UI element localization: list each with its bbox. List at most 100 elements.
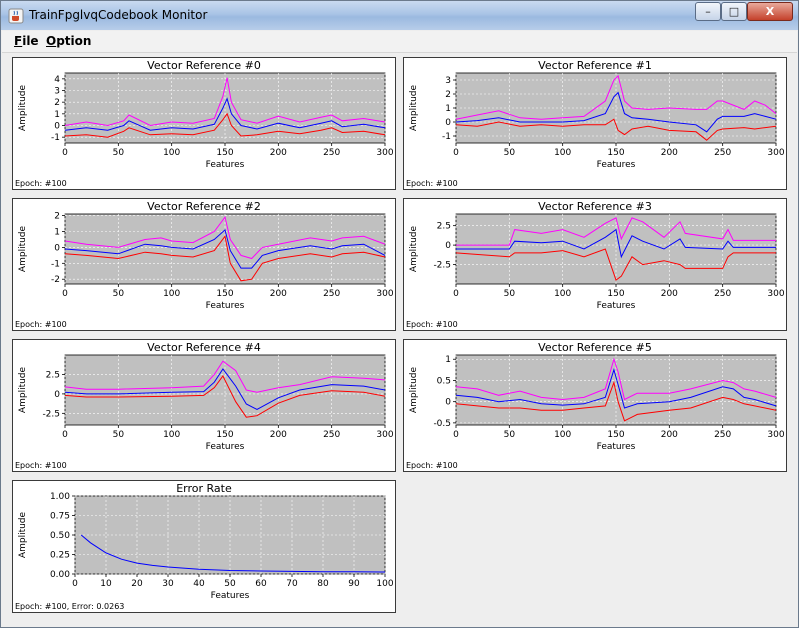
close-button[interactable]: X <box>747 2 793 21</box>
y-tick-label: 0.25 <box>50 551 70 561</box>
x-axis-label: Features <box>206 442 245 452</box>
maximize-button[interactable]: □ <box>721 2 747 21</box>
x-tick-label: 50 <box>224 579 236 589</box>
x-tick-label: 150 <box>216 430 233 440</box>
menu-file-mnemonic: F <box>14 34 23 48</box>
x-tick-label: 30 <box>162 579 174 589</box>
y-tick-label: -1 <box>51 133 60 143</box>
x-tick-label: 250 <box>714 148 731 158</box>
menu-bar: File Option <box>2 31 797 53</box>
x-tick-label: 20 <box>131 579 143 589</box>
x-tick-label: 0 <box>453 430 459 440</box>
chart-vector-1: 0 50 100 150 200 250 300-10123FeaturesAmplitud… <box>409 72 785 170</box>
y-tick-label: 2 <box>445 90 451 100</box>
x-tick-label: 50 <box>113 148 125 158</box>
x-tick-label: 250 <box>323 148 340 158</box>
x-tick-label: 100 <box>163 430 180 440</box>
chart-title: Vector Reference #4 <box>147 341 261 354</box>
y-tick-label: 2.5 <box>437 222 451 232</box>
chart-vector-5: 0 50 100 150 200 250 300-0.500.51FeaturesAmpli… <box>409 354 785 452</box>
y-tick-label: -2.5 <box>42 409 60 419</box>
y-tick-label: 2 <box>54 98 60 108</box>
title-bar[interactable]: TrainFpglvqCodebook Monitor – □ X <box>1 1 798 30</box>
series-line-lower <box>455 118 777 141</box>
chart-title: Error Rate <box>176 482 232 495</box>
x-tick-label: 100 <box>163 148 180 158</box>
plot-area <box>64 213 386 285</box>
x-tick-label: 90 <box>348 579 360 589</box>
series-line-center <box>64 368 386 410</box>
maximize-icon: □ <box>728 5 740 18</box>
y-axis-label: Amplitude <box>18 366 28 413</box>
y-tick-label: 0.50 <box>50 531 70 541</box>
x-axis-label: Features <box>206 301 245 311</box>
x-tick-label: 80 <box>317 579 329 589</box>
x-tick-label: 50 <box>113 430 125 440</box>
y-tick-label: -1 <box>442 132 451 142</box>
x-tick-label: 200 <box>661 289 678 299</box>
chart-title: Vector Reference #1 <box>538 59 652 72</box>
x-tick-label: 100 <box>554 148 571 158</box>
y-tick-label: 0 <box>445 398 451 408</box>
x-tick-label: 250 <box>714 289 731 299</box>
series-line-lower <box>455 380 777 422</box>
series-line-center <box>64 97 386 131</box>
chart-vector-4: 0 50 100 150 200 250 300 -2.5 0 2.5 Features Amplit… <box>18 354 394 452</box>
x-axis-label: Features <box>211 591 250 601</box>
series-line-upper <box>455 357 777 401</box>
epoch-label: Epoch: #100 <box>15 320 67 329</box>
menu-option[interactable]: Option <box>46 34 91 48</box>
x-tick-label: 0 <box>62 289 68 299</box>
y-axis-label: Amplitude <box>18 84 28 131</box>
epoch-label: Epoch: #100, Error: 0.0263 <box>15 602 125 611</box>
y-tick-label: 0 <box>54 243 60 253</box>
x-tick-label: 200 <box>661 430 678 440</box>
plot-area <box>74 495 386 575</box>
series-line-lower <box>64 375 386 418</box>
series-line-lower <box>455 248 776 281</box>
series-line-upper <box>456 217 776 246</box>
menu-file[interactable]: File <box>14 34 39 48</box>
chart-panel-vector-4: Vector Reference #4 0 50 100 150 200 250 300 -2… <box>12 339 396 472</box>
x-tick-label: 200 <box>661 148 678 158</box>
y-tick-label: 0 <box>445 118 451 128</box>
x-tick-label: 150 <box>216 148 233 158</box>
plot-area <box>64 354 386 426</box>
x-tick-label: 250 <box>323 430 340 440</box>
chart-title: Vector Reference #0 <box>147 59 261 72</box>
x-tick-label: 150 <box>607 148 624 158</box>
series-line-lower <box>64 112 386 138</box>
chart-vector-3: 0 50 100 150 200 250 300 -2.5 0 2.5 Features Amplit… <box>409 213 785 311</box>
y-tick-label: 3 <box>54 87 60 97</box>
y-tick-label: 0.5 <box>437 376 451 386</box>
x-tick-label: 300 <box>767 289 784 299</box>
x-tick-label: 50 <box>504 148 516 158</box>
menu-option-label-rest: ption <box>56 34 92 48</box>
chart-title: Vector Reference #2 <box>147 200 261 213</box>
series-line-upper <box>64 77 386 127</box>
y-tick-label: 1 <box>54 110 60 120</box>
x-tick-label: 150 <box>607 430 624 440</box>
series-line-upper <box>64 216 386 260</box>
y-tick-label: 0.00 <box>50 570 70 580</box>
y-tick-label: 0 <box>445 241 451 251</box>
y-tick-label: 1 <box>445 355 451 365</box>
minimize-button[interactable]: – <box>695 2 721 21</box>
chart-vector-0: 0 50 100 150 200 250 300 -10 1 23 4 Features Amplitu… <box>18 72 394 170</box>
chart-panel-vector-5: Vector Reference #5 0 50 100 150 200 250 300 -0… <box>403 339 787 472</box>
x-tick-label: 300 <box>767 148 784 158</box>
y-tick-label: -1 <box>51 259 60 269</box>
x-tick-label: 0 <box>62 430 68 440</box>
y-tick-label: 4 <box>54 75 60 85</box>
y-tick-label: 2.5 <box>46 370 60 380</box>
x-tick-label: 200 <box>270 289 287 299</box>
x-tick-label: 0 <box>72 579 78 589</box>
java-cup-icon <box>8 8 24 24</box>
menu-option-mnemonic: O <box>46 34 57 48</box>
x-tick-label: 150 <box>607 289 624 299</box>
x-tick-label: 40 <box>193 579 205 589</box>
x-tick-label: 300 <box>376 430 393 440</box>
x-tick-label: 300 <box>767 430 784 440</box>
epoch-label: Epoch: #100 <box>406 320 458 329</box>
